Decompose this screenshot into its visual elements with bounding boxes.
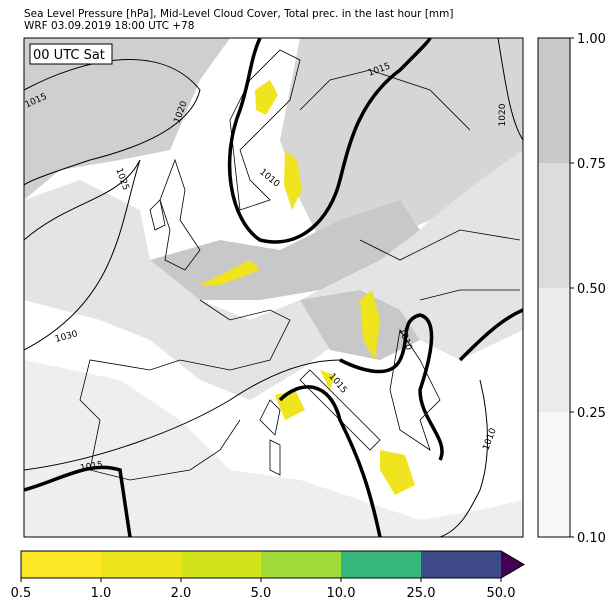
tick-label: 50.0: [487, 586, 516, 601]
tick-label: 2.0: [171, 586, 192, 601]
title: Sea Level Pressure [hPa], Mid-Level Clou…: [24, 8, 454, 20]
time-label-box: [29, 43, 113, 65]
tick-label: 0.75: [577, 157, 606, 172]
contour-label: 1015: [80, 460, 104, 474]
tick-label: 0.25: [577, 406, 606, 421]
tick-label: 1.0: [91, 586, 112, 601]
tick-label: 0.50: [577, 282, 606, 297]
cloud-colorbar: 1.00 0.75 0.50 0.25 0.10: [537, 32, 606, 546]
tick-label: 25.0: [407, 586, 436, 601]
tick-label: 10.0: [327, 586, 356, 601]
tick-label: 0.10: [577, 531, 606, 546]
contour-label: 1020: [498, 103, 508, 126]
map-frame: [23, 37, 524, 538]
tick-label: 5.0: [251, 586, 272, 601]
tick-label: 0.5: [11, 586, 32, 601]
subtitle: WRF 03.09.2019 18:00 UTC +78: [24, 20, 194, 32]
precip-colorbar: 0.5 1.0 2.0 5.0 10.0 25.0 50.0: [11, 550, 525, 601]
tick-label: 1.00: [577, 32, 606, 47]
time-label: 00 UTC Sat: [33, 48, 105, 63]
map: 1015 1020 1025 1030 1015 1015 1010 1020 …: [24, 38, 523, 537]
